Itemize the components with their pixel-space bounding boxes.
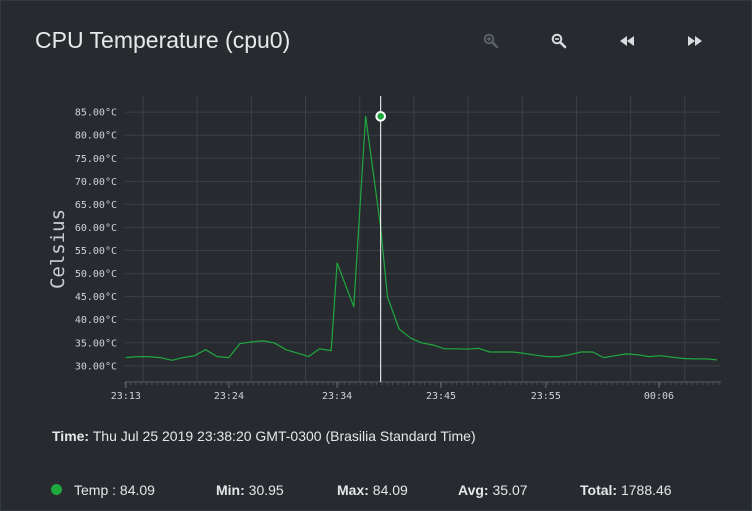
x-tick-label: 23:24	[214, 391, 244, 402]
zoom-out-icon	[551, 33, 567, 49]
y-tick-label: 80.00°C	[75, 131, 117, 142]
time-value: Thu Jul 25 2019 23:38:20 GMT-0300 (Brasi…	[89, 428, 476, 444]
stat-total-label: Total:	[580, 482, 618, 498]
y-tick-label: 55.00°C	[75, 246, 117, 257]
stat-max: Max: 84.09	[337, 482, 408, 498]
x-tick-label: 23:34	[322, 391, 352, 402]
x-tick-label: 23:45	[426, 391, 456, 402]
y-tick-label: 30.00°C	[75, 361, 117, 372]
stat-min-label: Min:	[216, 482, 245, 498]
chart-toolbar	[457, 29, 729, 53]
y-tick-label: 75.00°C	[75, 154, 117, 165]
x-tick-label: 00:06	[644, 391, 674, 402]
panel-title: CPU Temperature (cpu0)	[35, 27, 291, 53]
time-label: Time:	[52, 428, 90, 444]
stat-min-value: 30.95	[244, 482, 284, 498]
y-tick-label: 85.00°C	[75, 108, 117, 119]
stat-max-label: Max:	[337, 482, 369, 498]
y-tick-label: 65.00°C	[75, 200, 117, 211]
stat-avg-value: 35.07	[488, 482, 528, 498]
stat-max-value: 84.09	[368, 482, 408, 498]
rewind-icon	[620, 36, 634, 46]
fast-forward-button[interactable]	[661, 29, 729, 53]
cursor-time-readout: Time: Thu Jul 25 2019 23:38:20 GMT-0300 …	[52, 428, 476, 444]
legend-temp[interactable]: Temp : 84.09	[51, 482, 155, 498]
fast-forward-icon	[688, 36, 702, 46]
stat-avg: Avg: 35.07	[458, 482, 528, 498]
y-tick-label: 60.00°C	[75, 223, 117, 234]
rewind-button[interactable]	[593, 29, 661, 53]
temperature-line-chart[interactable]: 30.00°C 35.00°C 40.00°C 45.00°C 50.00°C 55.00…	[1, 1, 752, 421]
zoom-in-icon	[483, 33, 499, 49]
legend-temp-label: Temp : 84.09	[74, 482, 155, 498]
stat-avg-label: Avg:	[458, 482, 489, 498]
stat-total-value: 1788.46	[617, 482, 672, 498]
y-tick-label: 40.00°C	[75, 315, 117, 326]
series-color-dot	[51, 484, 62, 495]
y-axis-title: Celsius	[47, 209, 69, 289]
x-tick-label: 23:13	[111, 391, 141, 402]
y-tick-label: 45.00°C	[75, 292, 117, 303]
zoom-out-button[interactable]	[525, 29, 593, 53]
highlight-point	[375, 111, 386, 122]
y-tick-label: 35.00°C	[75, 338, 117, 349]
stat-total: Total: 1788.46	[580, 482, 672, 498]
x-tick-label: 23:55	[531, 391, 561, 402]
y-tick-label: 70.00°C	[75, 177, 117, 188]
temp-series-line	[125, 115, 717, 361]
stat-min: Min: 30.95	[216, 482, 284, 498]
y-tick-label: 50.00°C	[75, 269, 117, 280]
zoom-in-button[interactable]	[457, 29, 525, 53]
